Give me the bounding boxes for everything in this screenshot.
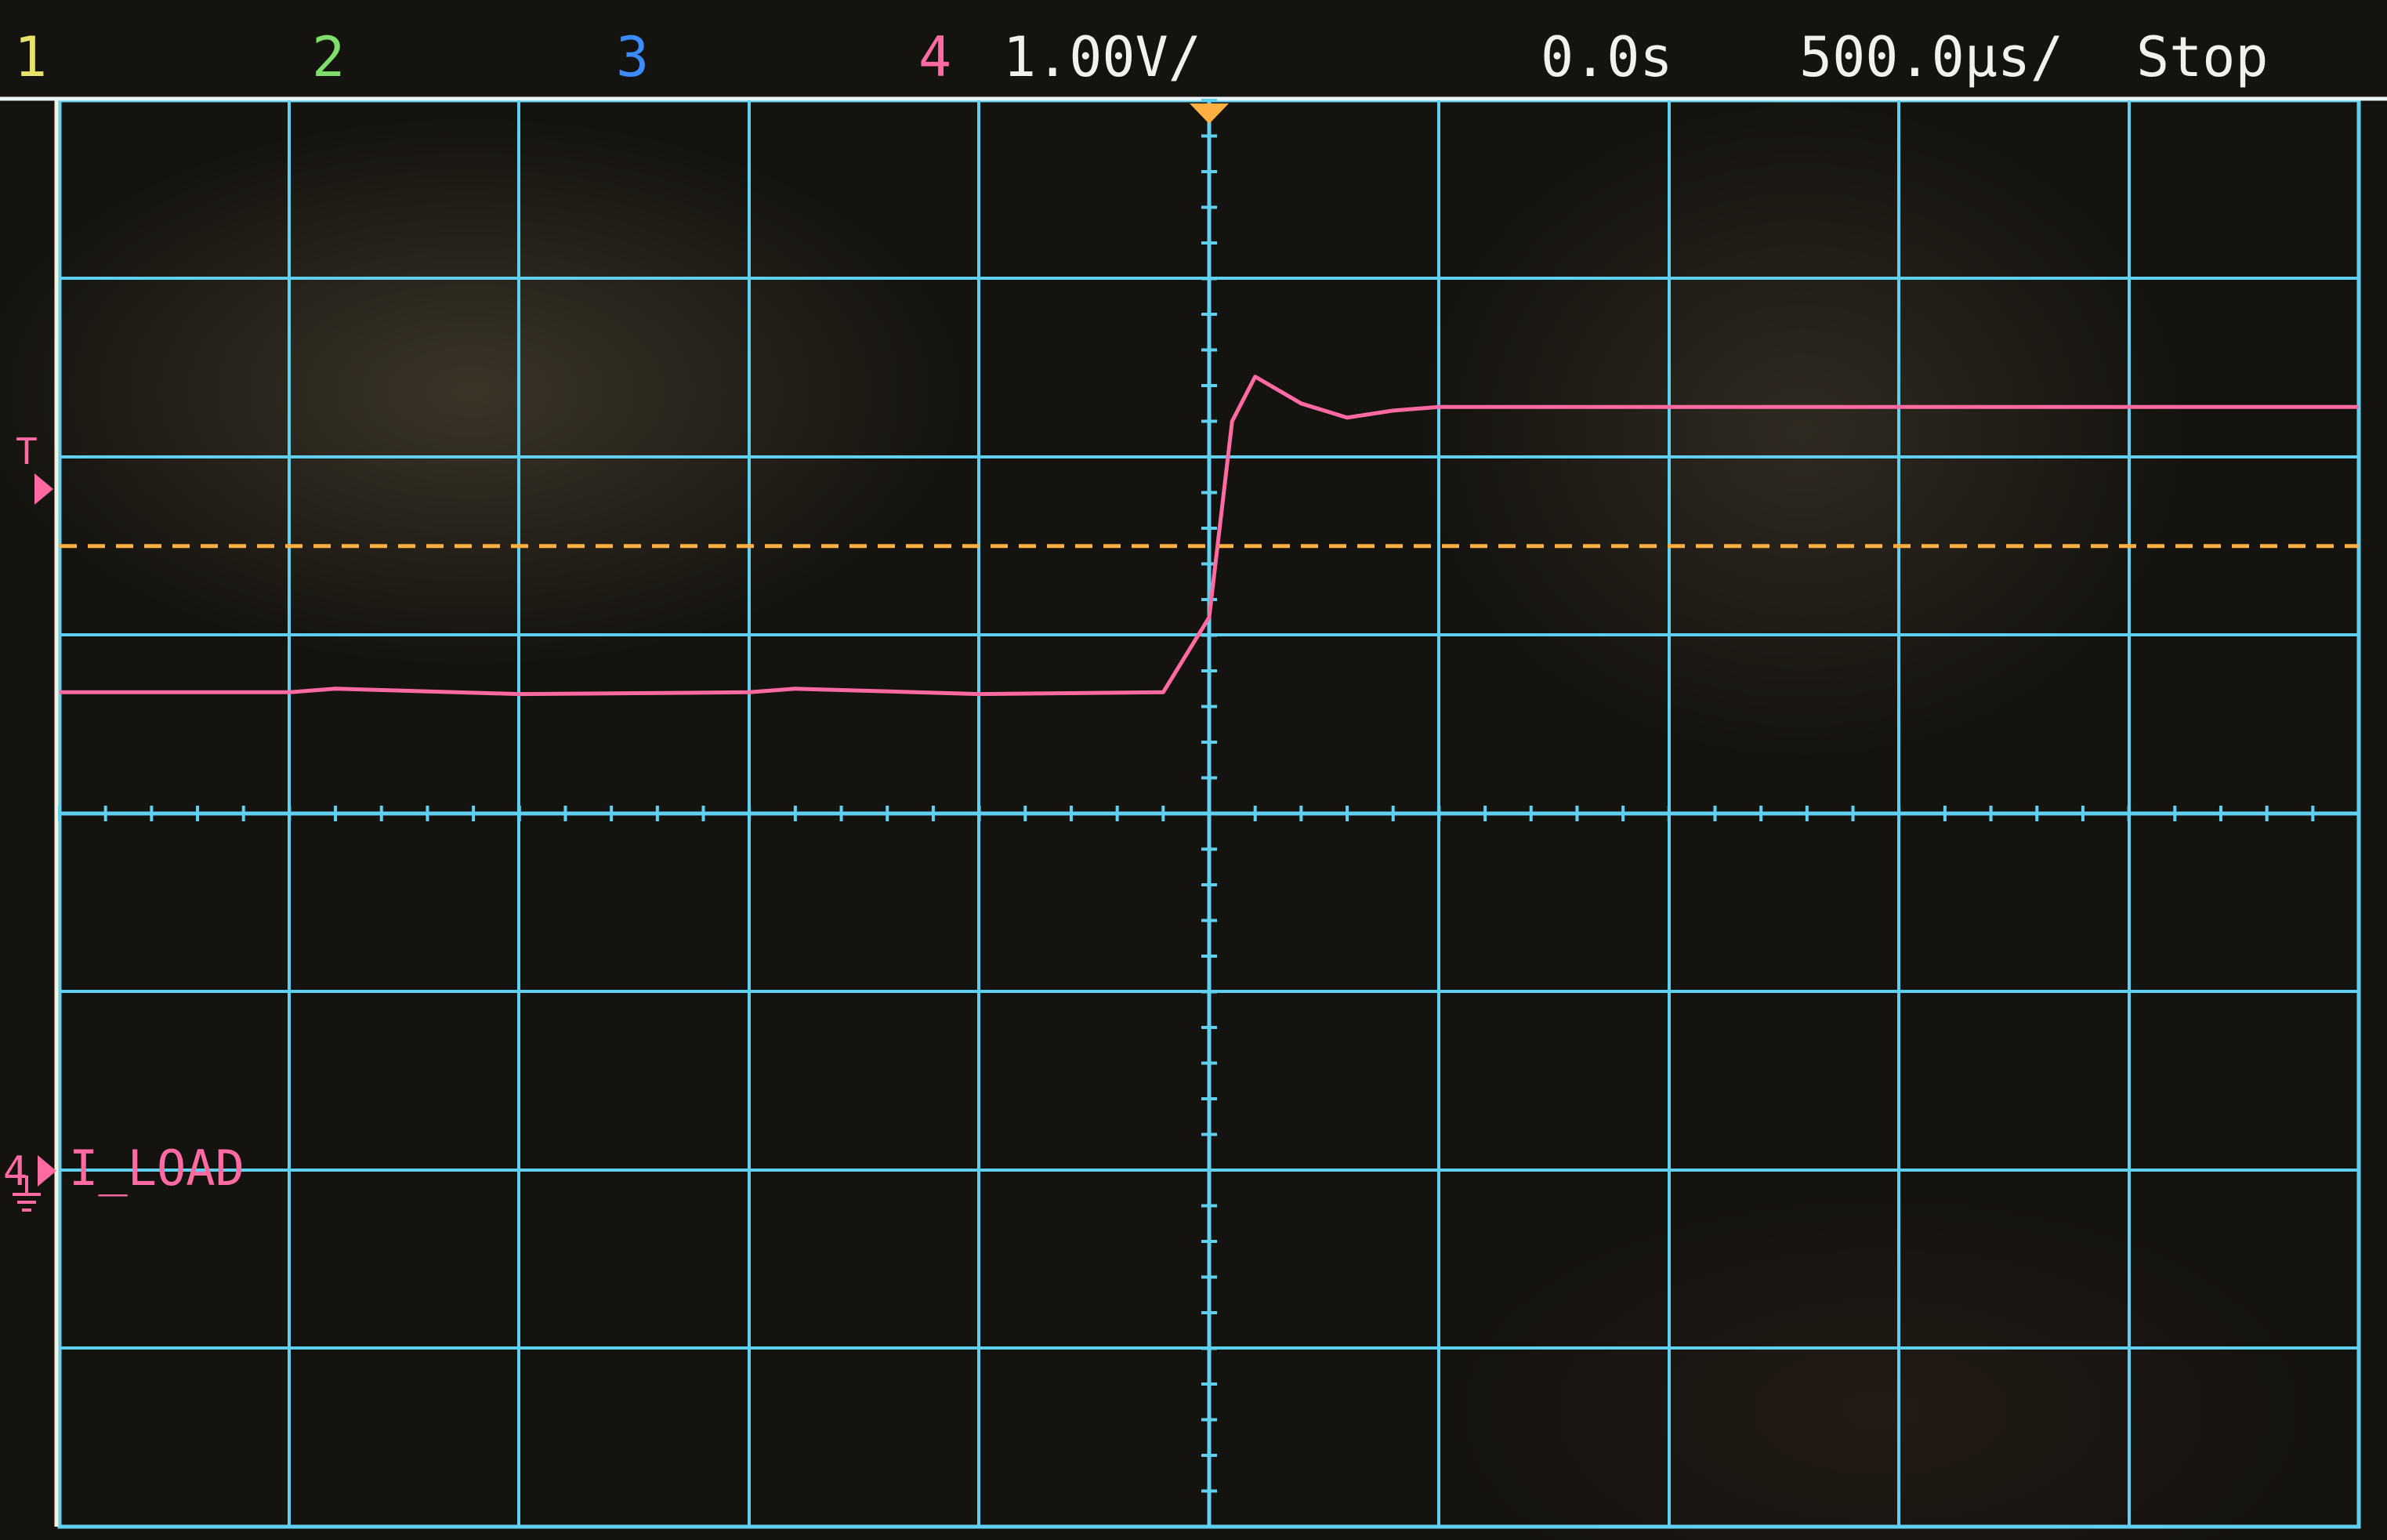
trigger-level-arrow-icon[interactable]: [34, 473, 53, 505]
trigger-position-marker[interactable]: [1190, 103, 1229, 124]
channel-4-label: I_LOAD: [69, 1140, 244, 1197]
channel-4-ground-arrow-icon[interactable]: [38, 1155, 56, 1187]
vertical-scale-readout: 1.00V/: [1003, 25, 1201, 89]
run-state-indicator[interactable]: Stop: [2136, 25, 2269, 89]
time-offset-readout: 0.0s: [1541, 25, 1673, 89]
channel-4-indicator[interactable]: 4: [918, 25, 952, 89]
channel-1-indicator[interactable]: 1: [14, 25, 48, 89]
channel-2-indicator[interactable]: 2: [312, 25, 346, 89]
axis-ticks: [58, 99, 2360, 1528]
channel-4-waveform: [60, 375, 2359, 697]
channel-4-ground-number: 4: [3, 1148, 27, 1195]
time-scale-readout: 500.0µs/: [1799, 25, 2064, 89]
status-bar: 1 2 3 4 1.00V/ 0.0s 500.0µs/ Stop: [0, 0, 2387, 100]
channel-3-indicator[interactable]: 3: [616, 25, 650, 89]
trigger-glyph: T: [16, 430, 38, 473]
ground-symbol-icon: [13, 1176, 41, 1212]
